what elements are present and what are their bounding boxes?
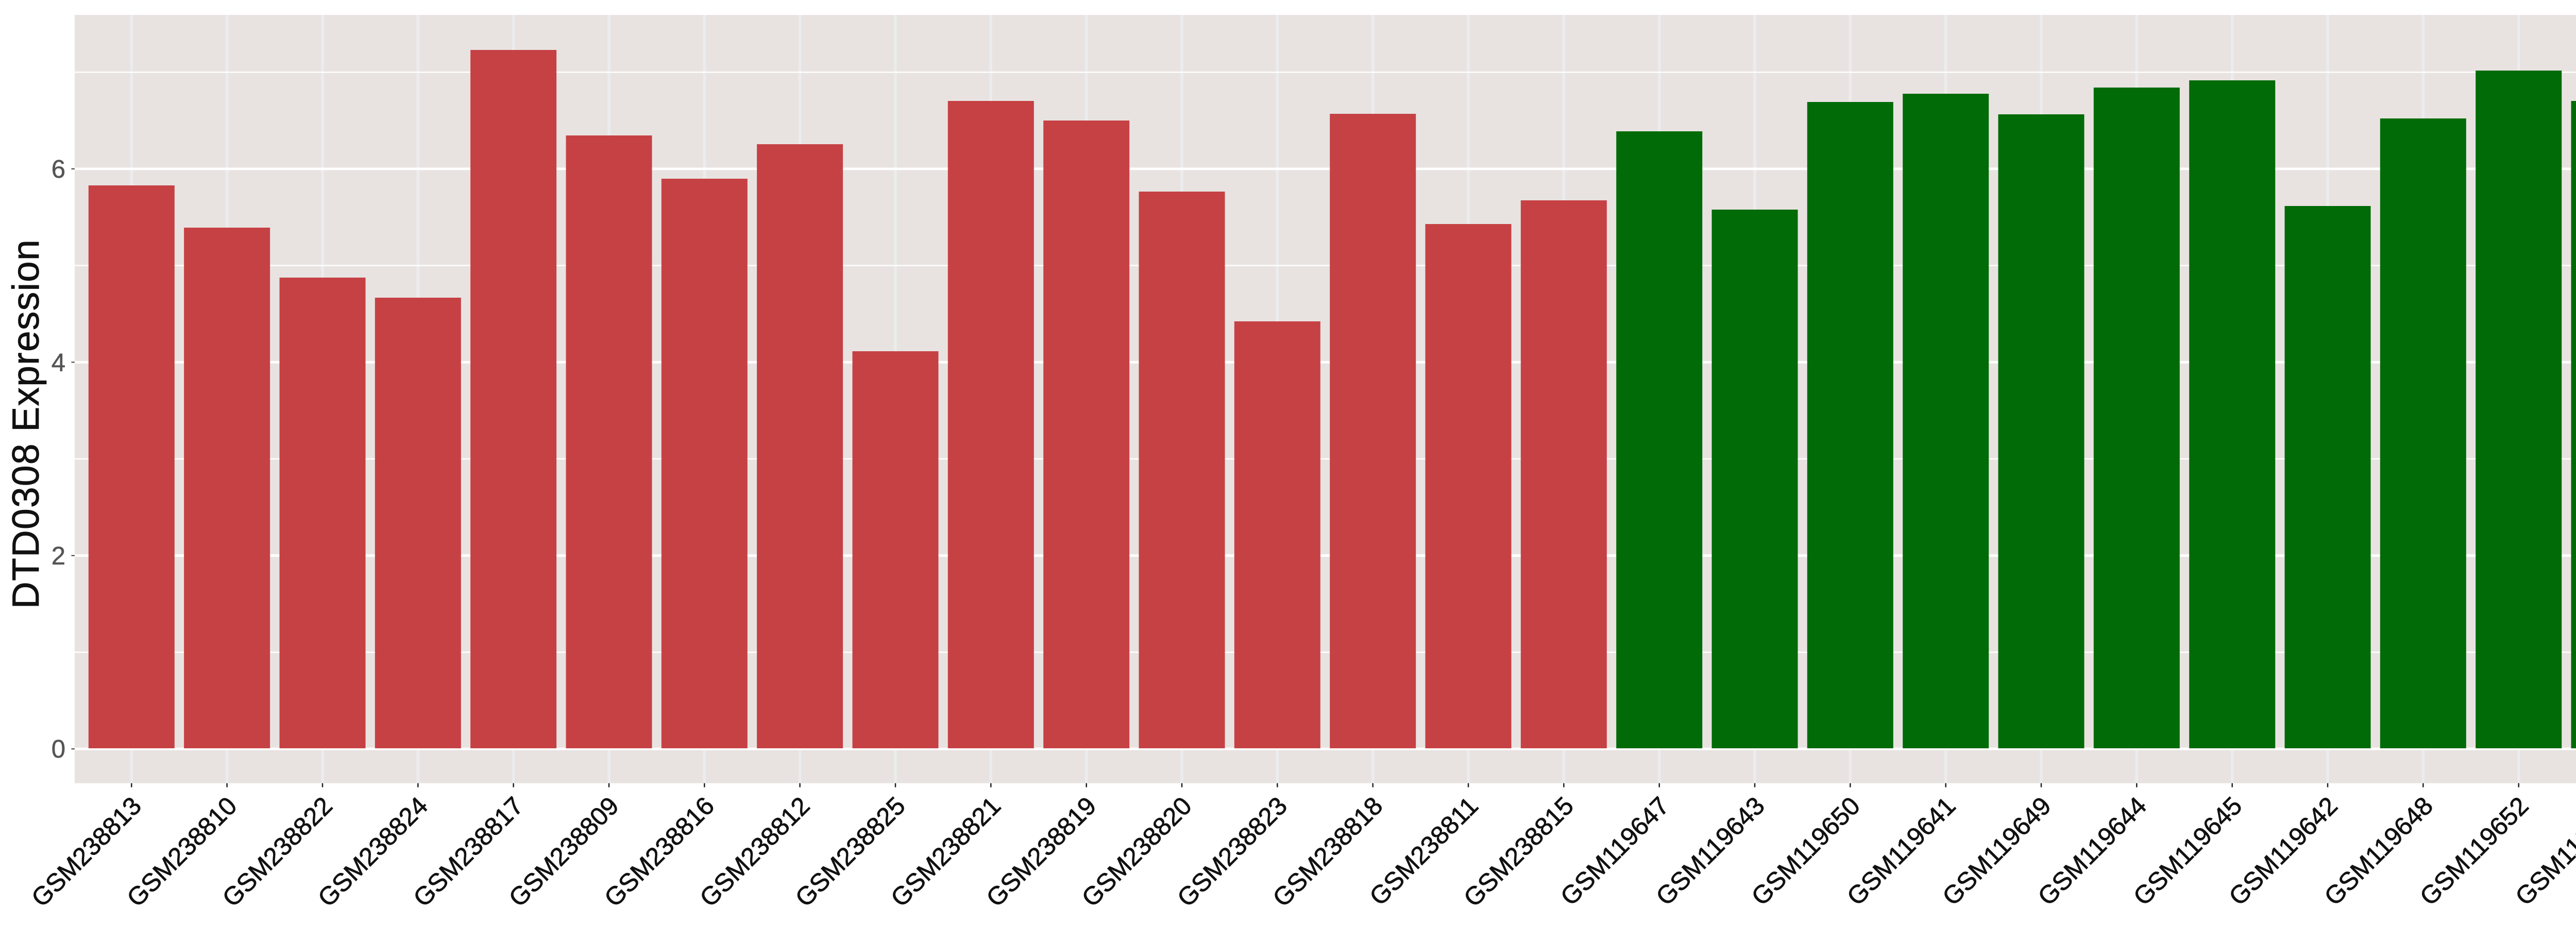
svg-text:0: 0 xyxy=(52,735,65,763)
svg-text:DTD0308 Expression: DTD0308 Expression xyxy=(5,239,47,609)
svg-text:4: 4 xyxy=(52,349,65,376)
svg-text:6: 6 xyxy=(52,156,65,183)
svg-text:2: 2 xyxy=(52,542,65,570)
